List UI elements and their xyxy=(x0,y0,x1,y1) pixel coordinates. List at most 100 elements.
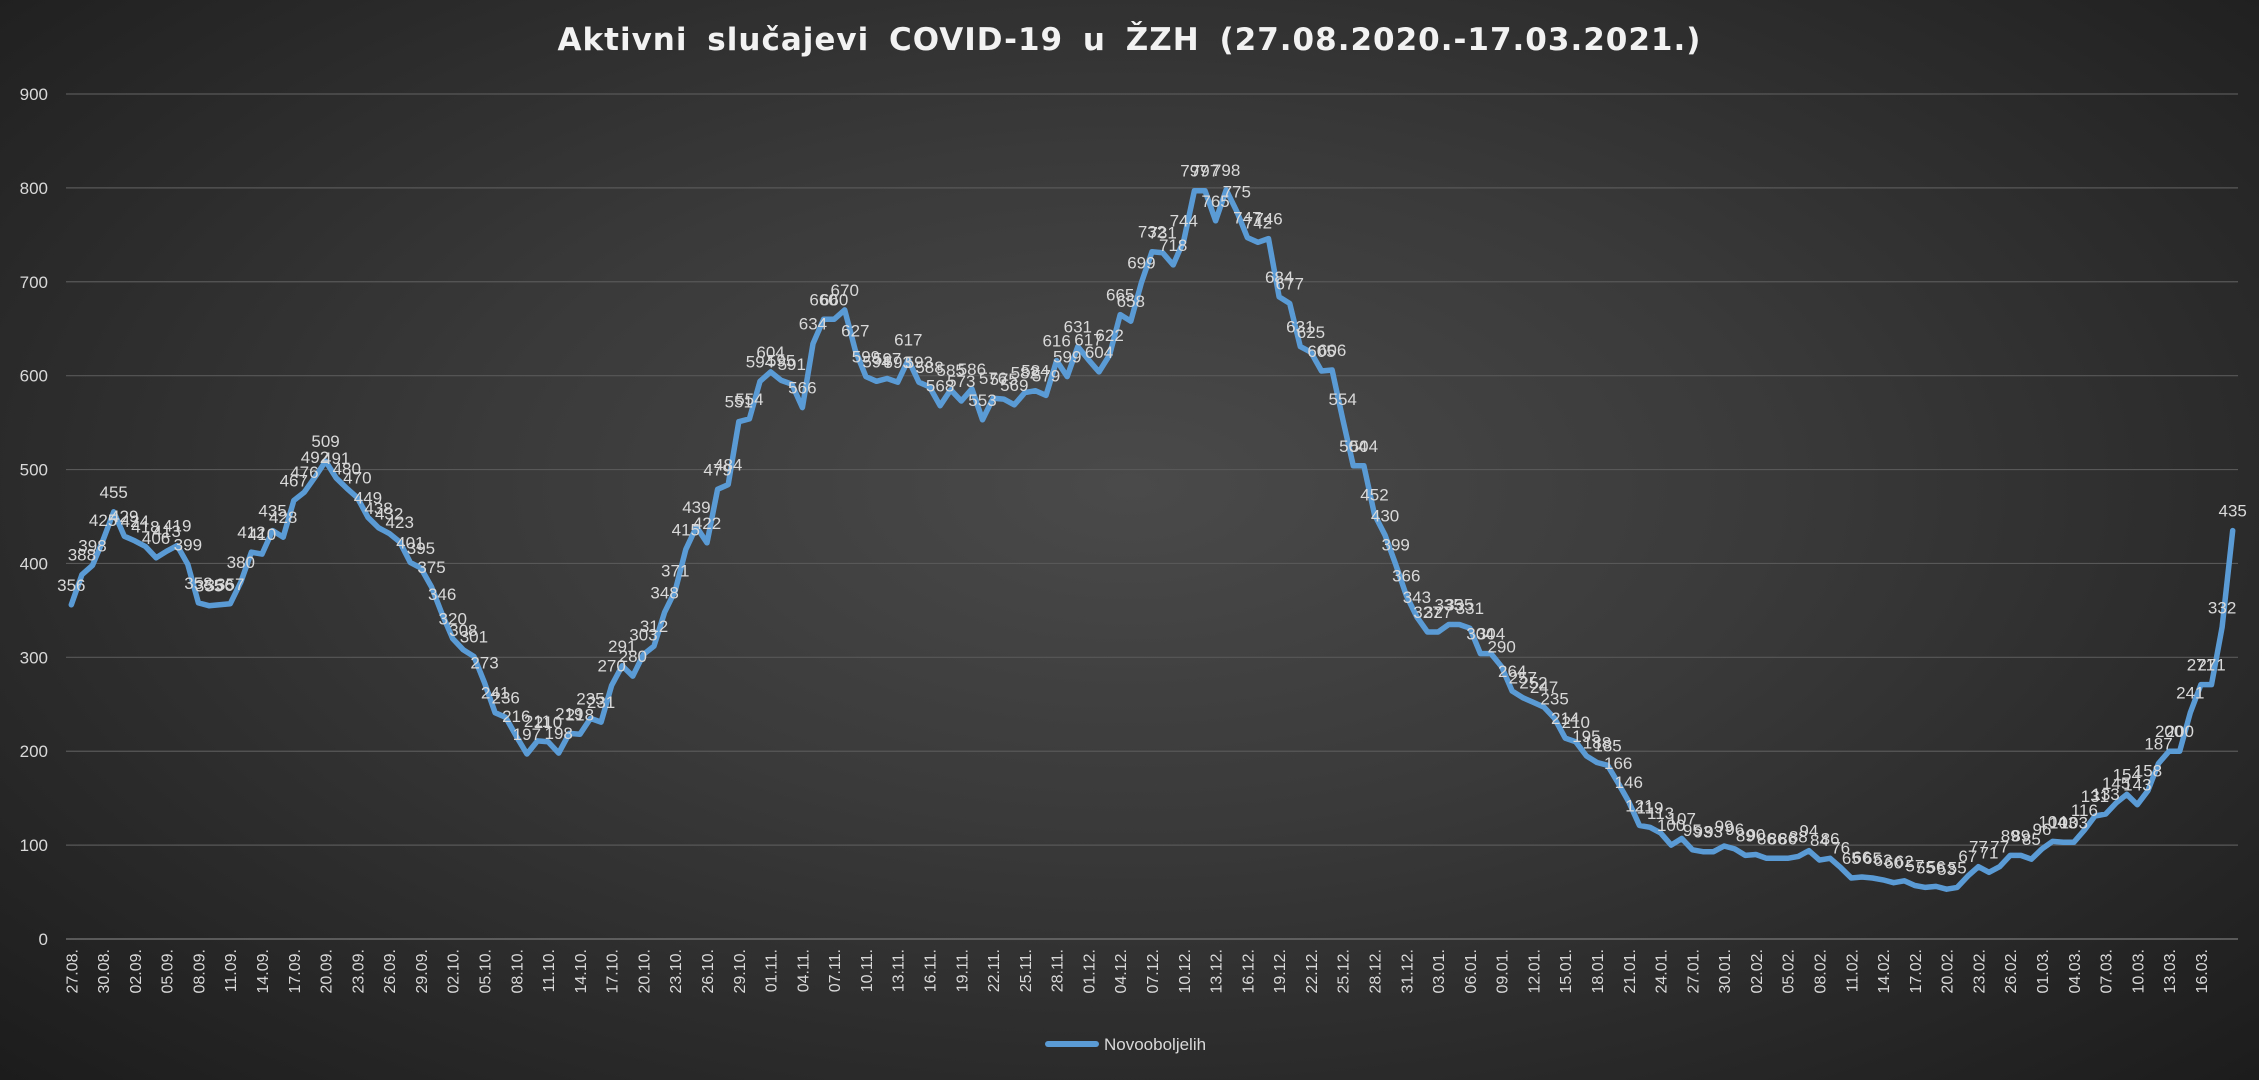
gridlines xyxy=(66,93,2238,940)
data-point xyxy=(1267,237,1271,241)
data-point xyxy=(292,499,296,503)
data-label: 86 xyxy=(1757,829,1776,848)
data-point xyxy=(1775,856,1779,860)
data-point xyxy=(1553,716,1557,720)
data-label: 479 xyxy=(703,460,731,479)
data-point xyxy=(1616,781,1620,785)
data-point xyxy=(1468,626,1472,630)
data-label: 146 xyxy=(1615,773,1643,792)
data-point xyxy=(747,417,751,421)
data-point xyxy=(1192,189,1196,193)
data-label: 252 xyxy=(1519,673,1547,692)
x-tick-label: 25.11. xyxy=(1018,949,1035,992)
data-point xyxy=(1203,189,1207,193)
data-point xyxy=(917,380,921,384)
data-point xyxy=(1372,513,1376,517)
data-point xyxy=(726,483,730,487)
data-label: 579 xyxy=(1032,366,1060,385)
x-tick-label: 13.12. xyxy=(1209,949,1226,993)
data-point xyxy=(281,535,285,539)
data-point xyxy=(599,720,603,724)
data-point xyxy=(1531,700,1535,704)
data-label: 60 xyxy=(1884,854,1903,873)
data-label: 401 xyxy=(396,534,424,553)
data-label: 439 xyxy=(682,498,710,517)
data-point xyxy=(1489,652,1493,656)
x-tick-label: 13.11. xyxy=(891,949,908,992)
y-tick-label: 0 xyxy=(39,930,48,949)
data-label: 398 xyxy=(78,536,106,555)
data-point xyxy=(483,681,487,685)
data-point xyxy=(1807,849,1811,853)
data-label: 271 xyxy=(2187,656,2215,675)
data-point xyxy=(875,379,879,383)
data-label: 94 xyxy=(1799,822,1818,841)
data-point xyxy=(557,751,561,755)
data-label: 576 xyxy=(979,369,1007,388)
data-point xyxy=(1849,876,1853,880)
data-point xyxy=(1934,884,1938,888)
data-point xyxy=(2199,683,2203,687)
data-point xyxy=(69,603,73,607)
data-label: 65 xyxy=(1842,849,1861,868)
data-point xyxy=(853,348,857,352)
data-label: 604 xyxy=(1085,343,1113,362)
data-point xyxy=(1023,391,1027,395)
data-label: 77 xyxy=(1990,838,2009,857)
data-label: 304 xyxy=(1466,625,1494,644)
data-label: 625 xyxy=(1297,323,1325,342)
data-label: 480 xyxy=(333,459,361,478)
data-label: 235 xyxy=(1540,689,1568,708)
data-label: 158 xyxy=(2134,762,2162,781)
data-point xyxy=(1415,615,1419,619)
data-point xyxy=(588,716,592,720)
data-label: 554 xyxy=(735,390,763,409)
data-point xyxy=(1150,250,1154,254)
data-point xyxy=(535,739,539,743)
data-label: 660 xyxy=(820,290,848,309)
data-label: 216 xyxy=(502,707,530,726)
data-label: 597 xyxy=(873,349,901,368)
data-label: 356 xyxy=(57,576,85,595)
data-point xyxy=(1976,865,1980,869)
data-point xyxy=(1108,353,1112,357)
data-point xyxy=(2220,625,2224,629)
data-label: 599 xyxy=(1053,348,1081,367)
data-label: 145 xyxy=(2102,774,2130,793)
x-tick-label: 02.10. xyxy=(446,949,463,993)
data-label: 185 xyxy=(1593,736,1621,755)
data-point xyxy=(1796,854,1800,858)
data-point xyxy=(980,418,984,422)
data-label: 631 xyxy=(1286,318,1314,337)
data-point xyxy=(207,604,211,608)
data-label: 270 xyxy=(597,657,625,676)
data-label: 231 xyxy=(587,693,615,712)
data-label: 455 xyxy=(99,483,127,502)
data-label: 335 xyxy=(1434,595,1462,614)
data-label: 67 xyxy=(1958,847,1977,866)
data-point xyxy=(175,544,179,548)
data-point xyxy=(355,496,359,500)
x-tick-label: 04.03. xyxy=(2067,949,2084,993)
data-point xyxy=(1044,393,1048,397)
data-point xyxy=(705,541,709,545)
x-tick-label: 15.01. xyxy=(1558,949,1575,993)
data-point xyxy=(1743,853,1747,857)
data-point xyxy=(1394,562,1398,566)
x-tick-label: 10.03. xyxy=(2130,949,2147,993)
data-point xyxy=(1171,263,1175,267)
x-tick-label: 14.09. xyxy=(255,949,272,993)
data-point xyxy=(461,648,465,652)
data-point xyxy=(843,308,847,312)
data-point xyxy=(864,375,868,379)
data-label: 355 xyxy=(195,577,223,596)
data-point xyxy=(1086,358,1090,362)
data-point xyxy=(1351,464,1355,468)
x-tick-label: 05.02. xyxy=(1781,949,1798,993)
data-point xyxy=(1436,630,1440,634)
y-tick-label: 800 xyxy=(20,179,48,198)
x-tick-label: 07.12. xyxy=(1145,949,1162,993)
data-point xyxy=(419,566,423,570)
data-point xyxy=(1055,359,1059,363)
